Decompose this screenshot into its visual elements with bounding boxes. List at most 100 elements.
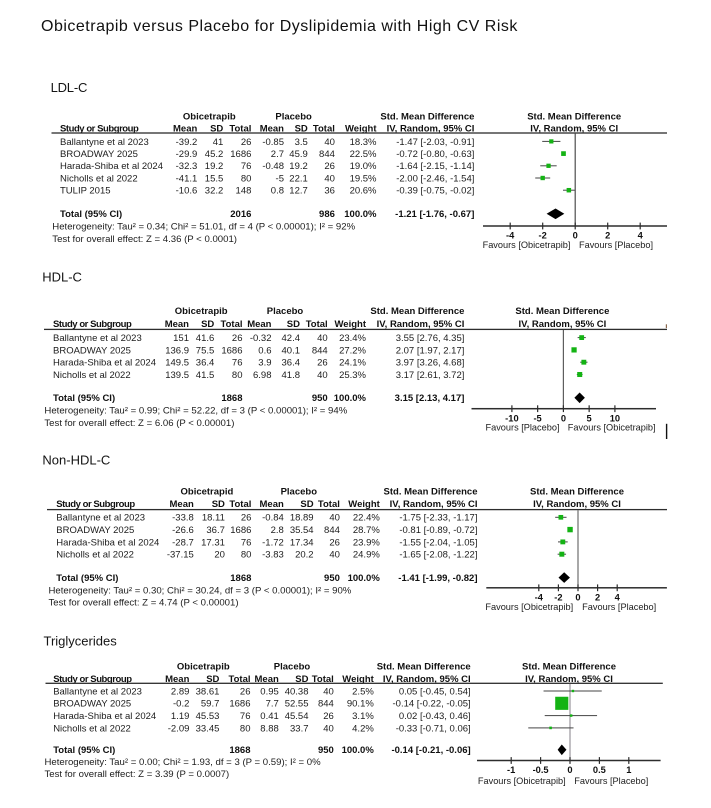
svg-text:136.9: 136.9 [165,345,189,356]
svg-text:Study or Subgroup: Study or Subgroup [53,674,132,685]
svg-text:950: 950 [312,393,328,404]
svg-text:-1.72: -1.72 [262,537,284,548]
svg-text:3.55 [2.76, 4.35]: 3.55 [2.76, 4.35] [396,333,465,344]
svg-text:-0.48: -0.48 [262,161,284,172]
svg-text:Study or Subgroup: Study or Subgroup [53,319,132,330]
svg-text:986: 986 [319,209,335,220]
svg-text:80: 80 [232,370,243,381]
svg-text:90.1%: 90.1% [347,699,374,710]
svg-text:80: 80 [241,173,252,184]
svg-text:-37.15: -37.15 [167,550,194,561]
svg-text:41.8: 41.8 [282,370,301,381]
svg-text:BROADWAY 2025: BROADWAY 2025 [56,525,134,536]
svg-text:Heterogeneity: Tau² = 0.30; Ch: Heterogeneity: Tau² = 0.30; Chi² = 30.24… [49,585,352,596]
svg-text:Heterogeneity: Tau² = 0.99; Ch: Heterogeneity: Tau² = 0.99; Chi² = 52.22… [44,406,347,417]
svg-text:-4: -4 [506,231,515,241]
svg-text:Placebo: Placebo [274,661,311,672]
svg-text:0.5: 0.5 [593,765,606,775]
svg-text:Weight: Weight [342,674,374,685]
svg-text:-0.14 [-0.21, -0.06]: -0.14 [-0.21, -0.06] [391,745,470,756]
svg-text:20.2: 20.2 [295,550,314,561]
svg-text:41: 41 [213,137,224,148]
svg-text:0.05 [-0.45, 0.54]: 0.05 [-0.45, 0.54] [399,686,471,697]
svg-text:844: 844 [318,699,334,710]
svg-text:40: 40 [324,137,335,148]
svg-text:Obicetrapib: Obicetrapib [175,306,228,317]
svg-text:148: 148 [236,186,252,197]
svg-text:40: 40 [323,723,334,734]
svg-text:Total (95% CI): Total (95% CI) [53,393,115,404]
svg-text:32.2: 32.2 [205,186,224,197]
svg-text:18.89: 18.89 [290,513,314,524]
svg-text:19.2: 19.2 [289,161,308,172]
svg-text:BROADWAY 2025: BROADWAY 2025 [53,699,131,710]
svg-text:0.95: 0.95 [260,686,279,697]
svg-text:36.4: 36.4 [282,358,301,369]
svg-text:-1.75 [-2.33, -1.17]: -1.75 [-2.33, -1.17] [399,513,477,524]
svg-text:SD: SD [300,499,313,510]
svg-text:2: 2 [595,592,600,602]
svg-text:151: 151 [173,333,189,344]
svg-text:-0.14 [-0.22, -0.05]: -0.14 [-0.22, -0.05] [393,699,471,710]
svg-text:100.0%: 100.0% [342,745,375,756]
svg-text:844: 844 [324,525,340,536]
svg-text:75.5: 75.5 [196,345,215,356]
svg-text:17.34: 17.34 [290,537,314,548]
svg-text:Nicholls et al 2022: Nicholls et al 2022 [53,723,131,734]
svg-text:Obicetrapib: Obicetrapib [177,661,230,672]
svg-text:-1.65 [-2.08, -1.22]: -1.65 [-2.08, -1.22] [399,550,477,561]
svg-text:SD: SD [295,674,308,685]
svg-text:76: 76 [241,161,252,172]
svg-text:41.5: 41.5 [196,370,215,381]
svg-text:Favours [Placebo]: Favours [Placebo] [582,602,656,612]
svg-text:Ballantyne et al 2023: Ballantyne et al 2023 [56,513,145,524]
svg-text:Std. Mean Difference: Std. Mean Difference [527,111,621,122]
svg-text:45.54: 45.54 [285,711,309,722]
svg-text:80: 80 [241,550,252,561]
svg-text:Std. Mean Difference: Std. Mean Difference [370,306,464,317]
svg-text:Harada-Shiba et al 2024: Harada-Shiba et al 2024 [60,161,163,172]
svg-text:19.2: 19.2 [205,161,224,172]
svg-text:59.7: 59.7 [201,699,220,710]
svg-text:BROADWAY 2025: BROADWAY 2025 [60,149,138,160]
svg-text:-5: -5 [276,173,284,184]
svg-text:33.7: 33.7 [290,723,309,734]
svg-text:-1: -1 [507,765,515,775]
svg-text:Std. Mean Difference: Std. Mean Difference [384,487,478,498]
svg-text:Favours [Obicetrapib]: Favours [Obicetrapib] [568,423,656,433]
svg-text:Weight: Weight [345,123,377,134]
svg-text:IV, Random, 95% CI: IV, Random, 95% CI [530,123,618,134]
svg-text:Std. Mean Difference: Std. Mean Difference [377,661,471,672]
svg-text:3.9: 3.9 [258,358,271,369]
svg-text:15.5: 15.5 [205,173,224,184]
svg-text:Placebo: Placebo [267,306,304,317]
svg-text:45.53: 45.53 [196,711,220,722]
svg-text:SD: SD [201,319,214,330]
svg-text:HDL-C: HDL-C [42,269,82,284]
svg-text:Placebo: Placebo [281,487,318,498]
svg-text:Nicholls et al 2022: Nicholls et al 2022 [56,550,134,561]
svg-text:Favours [Placebo]: Favours [Placebo] [574,776,648,786]
svg-text:3.15 [2.13, 4.17]: 3.15 [2.13, 4.17] [395,393,465,404]
svg-text:Mean: Mean [260,123,284,134]
svg-text:Placebo: Placebo [275,111,312,122]
svg-text:Mean: Mean [170,499,194,510]
svg-text:SD: SD [287,319,300,330]
svg-text:-10: -10 [505,413,518,423]
svg-text:Ballantyne et al 2023: Ballantyne et al 2023 [53,686,142,697]
svg-text:-0.39 [-0.75, -0.02]: -0.39 [-0.75, -0.02] [396,186,474,197]
svg-text:76: 76 [232,358,243,369]
svg-text:0.6: 0.6 [258,345,271,356]
svg-text:Test for overall effect: Z = 3: Test for overall effect: Z = 3.39 (P = 0… [45,769,230,780]
svg-text:-1.21 [-1.76, -0.67]: -1.21 [-1.76, -0.67] [395,209,474,220]
svg-text:52.55: 52.55 [285,699,309,710]
svg-text:36: 36 [324,186,335,197]
svg-text:Weight: Weight [335,319,367,330]
svg-text:1868: 1868 [230,573,251,584]
svg-text:4: 4 [638,231,644,241]
svg-text:IV, Random, 95% CI: IV, Random, 95% CI [383,674,471,685]
svg-text:6.98: 6.98 [253,370,272,381]
svg-text:5: 5 [587,413,592,423]
svg-text:40: 40 [324,173,335,184]
svg-text:-1.41 [-1.99, -0.82]: -1.41 [-1.99, -0.82] [398,573,477,584]
